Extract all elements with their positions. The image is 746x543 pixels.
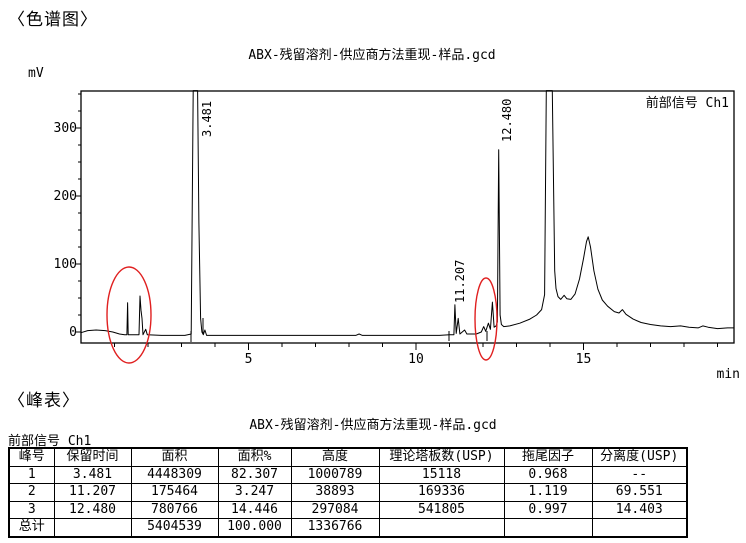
y-tick-label: 300 <box>54 121 77 136</box>
peak-retention-label: 12.480 <box>500 99 514 142</box>
cell-retention-time: 3.481 <box>53 465 132 484</box>
chart-title: ABX-残留溶剂-供应商方法重现-样品.gcd <box>248 47 495 63</box>
cell-peak-no: 3 <box>8 500 55 519</box>
x-tick-label: 10 <box>408 352 424 367</box>
y-axis-unit-label: mV <box>28 66 44 81</box>
cell-plates-usp <box>378 518 505 537</box>
col-header-resolution-usp: 分离度(USP) <box>591 447 688 467</box>
cell-resolution-usp: 69.551 <box>591 483 688 502</box>
chromatogram-plot: ABX-残留溶剂-供应商方法重现-样品.gcd mV 前部信号 Ch1 min … <box>28 47 740 382</box>
col-header-tailing-factor: 拖尾因子 <box>503 447 593 467</box>
y-tick-label: 0 <box>69 325 77 340</box>
col-header-area-percent: 面积% <box>217 447 292 467</box>
cell-area: 5404539 <box>130 518 219 537</box>
signal-channel-label: 前部信号 Ch1 <box>646 95 729 111</box>
cell-resolution-usp: 14.403 <box>591 500 688 519</box>
cell-tailing-factor: 0.968 <box>503 465 593 484</box>
col-header-area: 面积 <box>130 447 219 467</box>
peak-table-row-2: 2 11.207 175464 3.247 38893 169336 1.119… <box>8 483 688 502</box>
cell-retention-time <box>53 518 132 537</box>
highlight-ellipse-annotation <box>106 266 152 364</box>
peak-table-signal-label: 前部信号 Ch1 <box>8 434 92 449</box>
cell-height: 1336766 <box>290 518 380 537</box>
chromatogram-trace <box>80 90 735 336</box>
cell-height: 1000789 <box>290 465 380 484</box>
col-header-plates-usp: 理论塔板数(USP) <box>378 447 505 467</box>
cell-area: 4448309 <box>130 465 219 484</box>
x-axis-unit-label: min <box>717 367 740 382</box>
cell-plates-usp: 541805 <box>378 500 505 519</box>
cell-tailing-factor: 1.119 <box>503 483 593 502</box>
cell-plates-usp: 15118 <box>378 465 505 484</box>
col-header-height: 高度 <box>290 447 380 467</box>
cell-resolution-usp: -- <box>591 465 688 484</box>
cell-area-percent: 3.247 <box>217 483 292 502</box>
peak-table: 峰号 保留时间 面积 面积% 高度 理论塔板数(USP) 拖尾因子 分离度(US… <box>8 447 688 538</box>
red-ellipse-annotations <box>106 266 498 364</box>
peak-retention-label: 3.481 <box>200 101 214 137</box>
cell-tailing-factor <box>503 518 593 537</box>
cell-height: 297084 <box>290 500 380 519</box>
highlight-ellipse-annotation <box>474 277 498 361</box>
chromatogram-section-label: 〈色谱图〉 <box>8 10 98 30</box>
cell-retention-time: 11.207 <box>53 483 132 502</box>
cell-total-label: 总计 <box>8 518 55 537</box>
cell-tailing-factor: 0.997 <box>503 500 593 519</box>
cell-area-percent: 100.000 <box>217 518 292 537</box>
signal-trace-line <box>80 90 735 336</box>
cell-area: 175464 <box>130 483 219 502</box>
peak-table-total-row: 总计 5404539 100.000 1336766 <box>8 518 688 537</box>
cell-plates-usp: 169336 <box>378 483 505 502</box>
cell-resolution-usp <box>591 518 688 537</box>
axis-ticks: 5 10 15 0 100 200 300 <box>54 93 718 367</box>
cell-retention-time: 12.480 <box>53 500 132 519</box>
col-header-retention-time: 保留时间 <box>53 447 132 467</box>
plot-frame <box>80 90 735 344</box>
x-tick-label: 15 <box>576 352 592 367</box>
integration-marks <box>190 318 488 342</box>
cell-height: 38893 <box>290 483 380 502</box>
peak-retention-label: 11.207 <box>453 260 467 303</box>
cell-area: 780766 <box>130 500 219 519</box>
x-tick-label: 5 <box>245 352 253 367</box>
y-tick-label: 200 <box>54 189 77 204</box>
cell-area-percent: 82.307 <box>217 465 292 484</box>
peak-table-title: ABX-残留溶剂-供应商方法重现-样品.gcd <box>249 418 497 433</box>
cell-peak-no: 1 <box>8 465 55 484</box>
cell-peak-no: 2 <box>8 483 55 502</box>
peak-table-row-1: 1 3.481 4448309 82.307 1000789 15118 0.9… <box>8 465 688 484</box>
peak-table-row-3: 3 12.480 780766 14.446 297084 541805 0.9… <box>8 500 688 519</box>
y-tick-label: 100 <box>54 257 77 272</box>
col-header-peak-no: 峰号 <box>8 447 55 467</box>
peak-table-header-row: 峰号 保留时间 面积 面积% 高度 理论塔板数(USP) 拖尾因子 分离度(US… <box>8 447 688 467</box>
cell-area-percent: 14.446 <box>217 500 292 519</box>
peak-table-section-label: 〈峰表〉 <box>8 391 80 411</box>
peak-retention-labels: 3.481 11.207 12.480 <box>200 99 514 303</box>
